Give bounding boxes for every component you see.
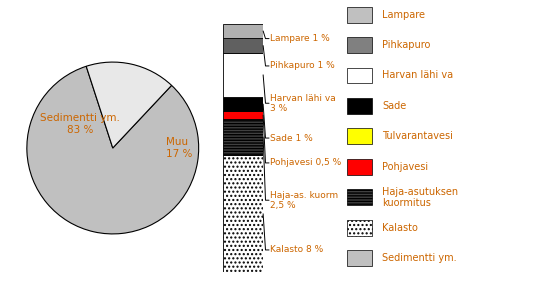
Bar <box>347 67 372 83</box>
Text: Lampare: Lampare <box>382 9 425 20</box>
Text: Pohjavesi: Pohjavesi <box>382 162 429 172</box>
Bar <box>223 24 263 38</box>
Text: Sedimentti ym.: Sedimentti ym. <box>382 253 457 263</box>
Text: Muu
17 %: Muu 17 % <box>166 137 192 159</box>
Text: Lampare 1 %: Lampare 1 % <box>270 34 330 43</box>
Text: Sade: Sade <box>382 101 407 111</box>
Text: Kalasto: Kalasto <box>382 223 418 233</box>
Text: Pohjavesi 0,5 %: Pohjavesi 0,5 % <box>270 158 342 168</box>
Bar <box>223 38 263 53</box>
Text: Haja-as. kuorm
2,5 %: Haja-as. kuorm 2,5 % <box>270 191 338 210</box>
Bar <box>347 98 372 114</box>
Wedge shape <box>86 62 172 148</box>
Text: Kalasto 8 %: Kalasto 8 % <box>270 245 323 255</box>
Bar <box>347 220 372 236</box>
Text: Haja-asutuksen
kuormitus: Haja-asutuksen kuormitus <box>382 186 458 208</box>
Text: Sedimentti ym.
83 %: Sedimentti ym. 83 % <box>40 113 120 135</box>
Bar <box>223 111 263 119</box>
Text: Tulvarantavesi: Tulvarantavesi <box>382 131 453 141</box>
Text: Pihkapuro 1 %: Pihkapuro 1 % <box>270 62 335 70</box>
Bar <box>223 53 263 97</box>
Bar <box>347 37 372 53</box>
Bar <box>347 250 372 266</box>
Text: Pihkapuro: Pihkapuro <box>382 40 431 50</box>
Text: Harvan lähi va
3 %: Harvan lähi va 3 % <box>270 94 336 113</box>
Bar <box>347 128 372 144</box>
Wedge shape <box>27 66 199 234</box>
Text: Harvan lähi va: Harvan lähi va <box>382 70 453 81</box>
Bar <box>223 119 263 155</box>
Bar <box>347 159 372 175</box>
Text: Sade 1 %: Sade 1 % <box>270 133 313 143</box>
Bar <box>223 97 263 111</box>
Bar <box>347 7 372 22</box>
Bar <box>347 189 372 205</box>
Bar <box>223 155 263 272</box>
